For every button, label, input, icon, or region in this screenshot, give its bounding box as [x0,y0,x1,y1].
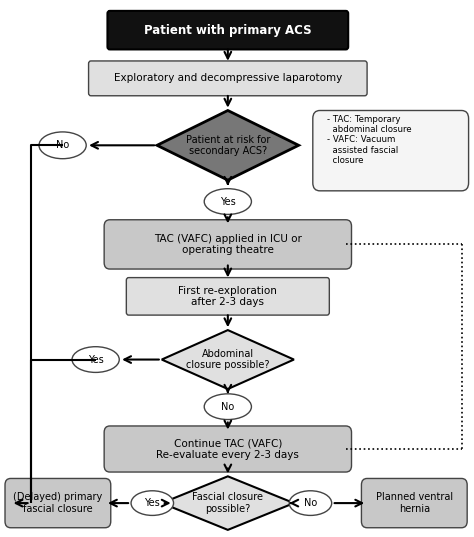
Text: TAC (VAFC) applied in ICU or
operating theatre: TAC (VAFC) applied in ICU or operating t… [154,234,302,255]
Text: - TAC: Temporary
  abdominal closure
- VAFC: Vacuum
  assisted fascial
  closure: - TAC: Temporary abdominal closure - VAF… [327,115,411,165]
Ellipse shape [204,394,251,419]
FancyBboxPatch shape [108,11,348,49]
Text: Planned ventral
hernia: Planned ventral hernia [376,492,453,514]
FancyBboxPatch shape [89,61,367,96]
Ellipse shape [131,491,173,516]
Text: Yes: Yes [220,197,236,207]
Ellipse shape [72,347,119,372]
FancyBboxPatch shape [362,478,467,528]
Text: No: No [56,140,69,150]
FancyBboxPatch shape [5,478,111,528]
FancyBboxPatch shape [104,426,352,472]
Polygon shape [162,476,294,530]
Text: Yes: Yes [145,498,160,508]
Text: Patient at risk for
secondary ACS?: Patient at risk for secondary ACS? [186,134,270,156]
FancyBboxPatch shape [127,278,329,315]
Text: Continue TAC (VAFC)
Re-evaluate every 2-3 days: Continue TAC (VAFC) Re-evaluate every 2-… [156,438,299,460]
FancyBboxPatch shape [104,220,352,269]
Ellipse shape [289,491,332,516]
FancyBboxPatch shape [313,111,469,191]
Polygon shape [157,111,299,180]
Text: First re-exploration
after 2-3 days: First re-exploration after 2-3 days [178,286,277,307]
Text: Patient with primary ACS: Patient with primary ACS [144,24,311,37]
Text: Abdominal
closure possible?: Abdominal closure possible? [186,349,270,371]
Text: Exploratory and decompressive laparotomy: Exploratory and decompressive laparotomy [114,74,342,83]
Text: No: No [304,498,317,508]
Text: No: No [221,402,235,412]
Ellipse shape [39,132,86,159]
Text: Fascial closure
possible?: Fascial closure possible? [192,492,264,514]
Polygon shape [162,330,294,389]
Text: Yes: Yes [88,354,103,365]
Ellipse shape [204,188,251,214]
Text: (Delayed) primary
fascial closure: (Delayed) primary fascial closure [13,492,102,514]
